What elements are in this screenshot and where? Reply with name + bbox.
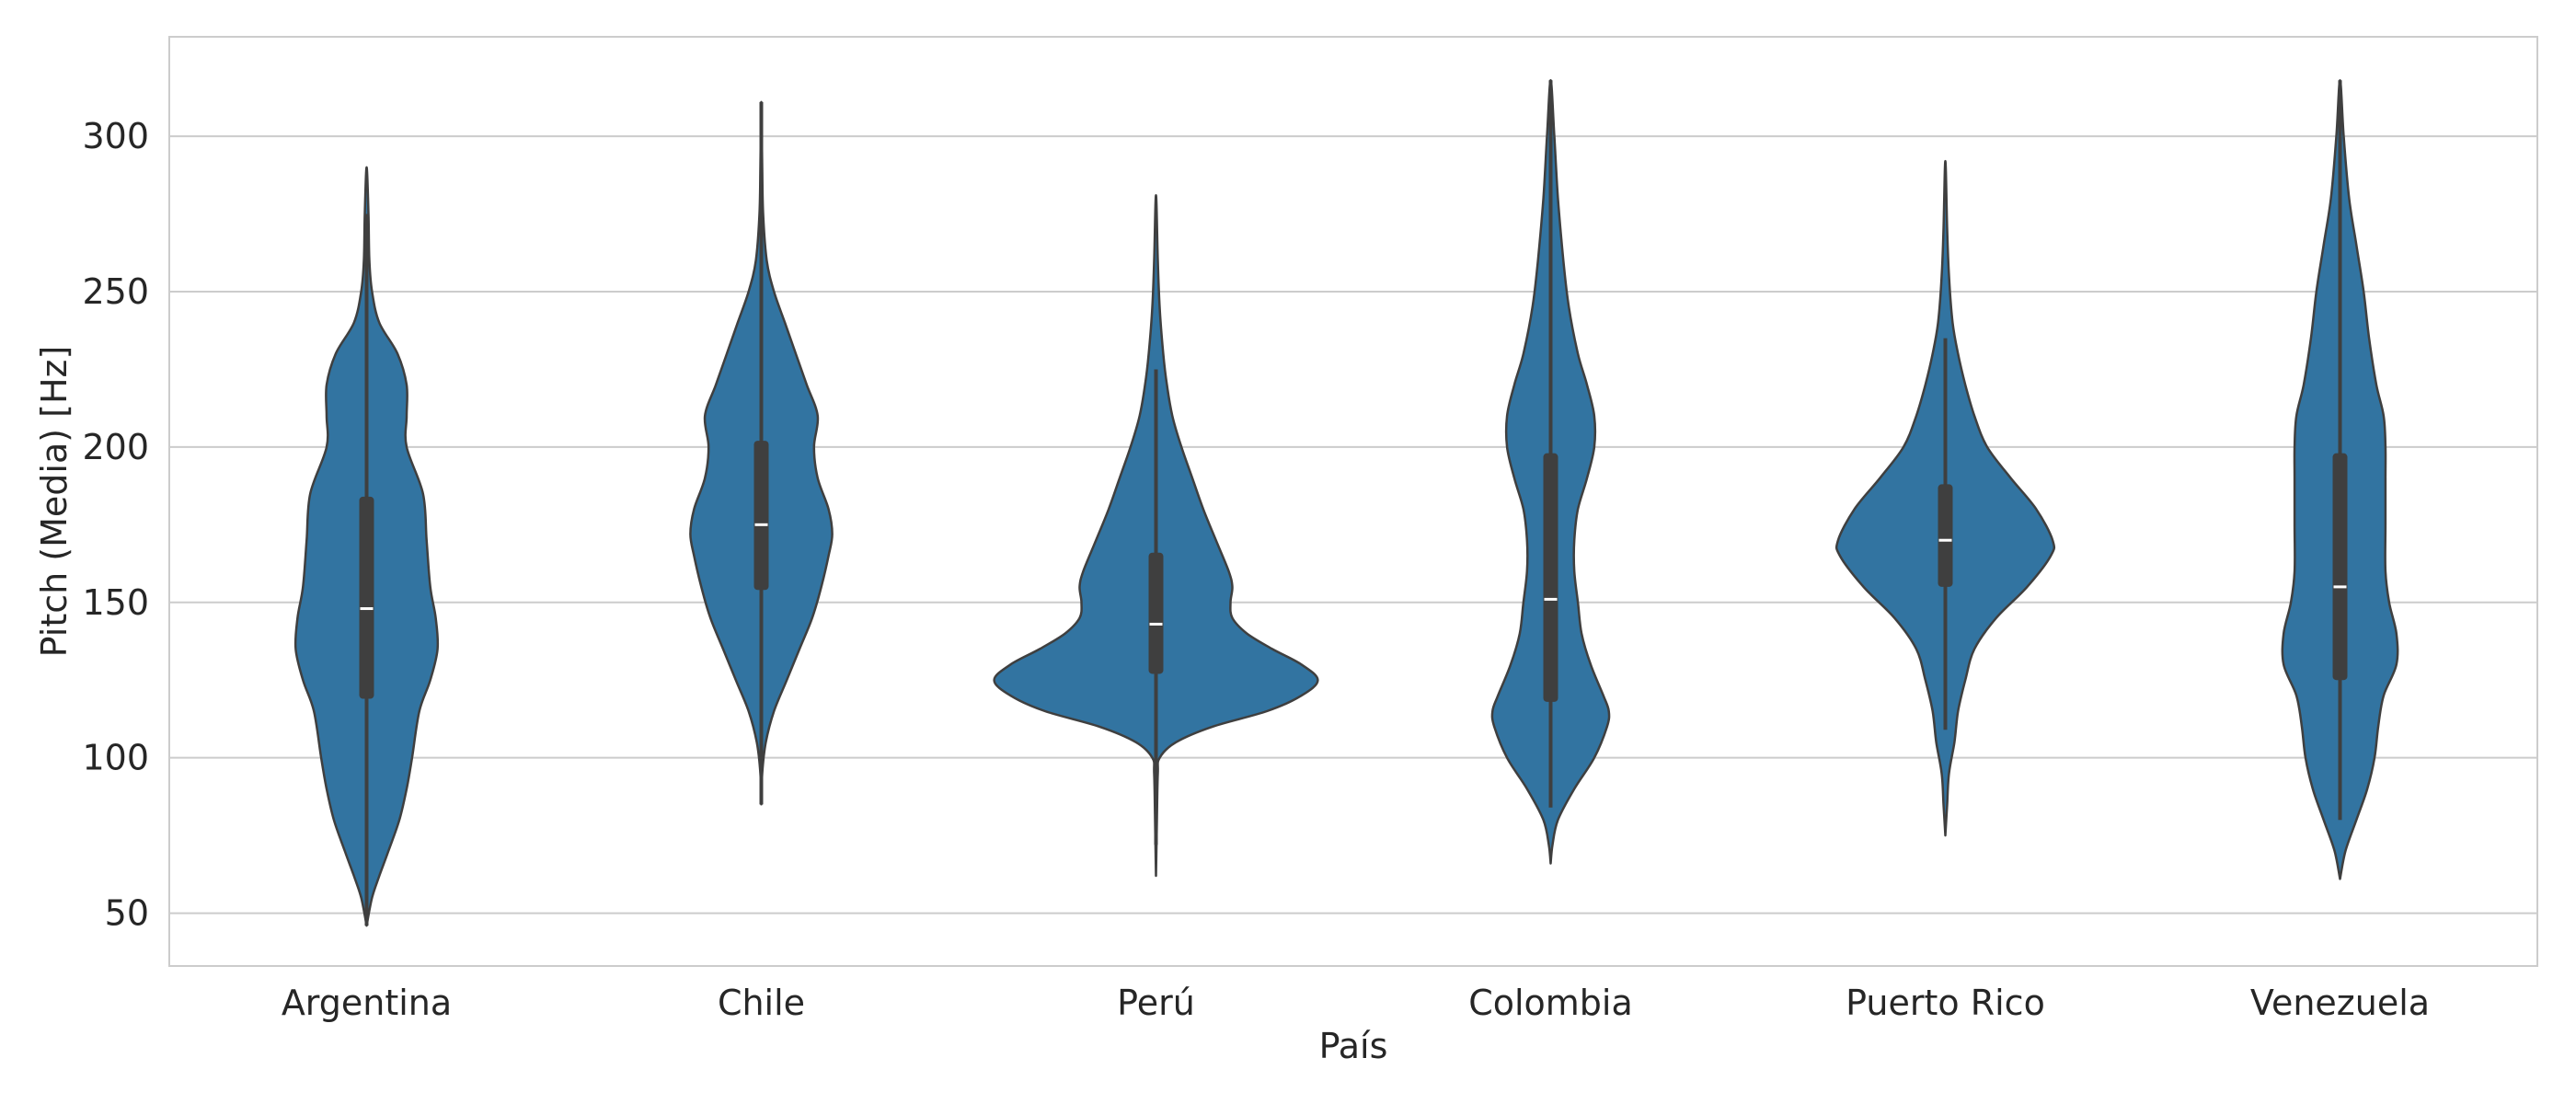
x-tick-label: Perú <box>1117 983 1195 1023</box>
x-tick-label: Venezuela <box>2250 983 2430 1023</box>
violin-iqr-box <box>1938 484 1953 587</box>
x-tick-label: Chile <box>718 983 805 1023</box>
violin-iqr-box <box>1543 453 1558 702</box>
x-tick-label: Argentina <box>282 983 452 1023</box>
y-tick-label: 300 <box>82 116 149 156</box>
y-gridlines <box>169 135 2537 914</box>
y-tick-label: 150 <box>82 582 149 623</box>
violin-group <box>293 79 2399 927</box>
y-tick-labels: 50 100 150 200 250 300 <box>82 116 149 933</box>
y-tick-label: 250 <box>82 271 149 312</box>
x-tick-labels: Argentina Chile Perú Colombia Puerto Rico Ven… <box>282 983 2430 1023</box>
y-tick-label: 200 <box>82 427 149 467</box>
plot-frame <box>168 36 2538 967</box>
x-axis-label: País <box>1319 1026 1388 1066</box>
y-axis-label: Pitch (Media) [Hz] <box>34 346 75 658</box>
x-tick-label: Colombia <box>1468 983 1633 1023</box>
y-tick-label: 100 <box>82 738 149 778</box>
violin-iqr-box <box>1148 552 1164 674</box>
violin-iqr-box <box>2332 453 2348 681</box>
x-tick-label: Puerto Rico <box>1846 983 2045 1023</box>
violin-iqr-box <box>753 441 769 591</box>
y-tick-label: 50 <box>105 893 149 934</box>
violin-iqr-box <box>359 496 374 699</box>
